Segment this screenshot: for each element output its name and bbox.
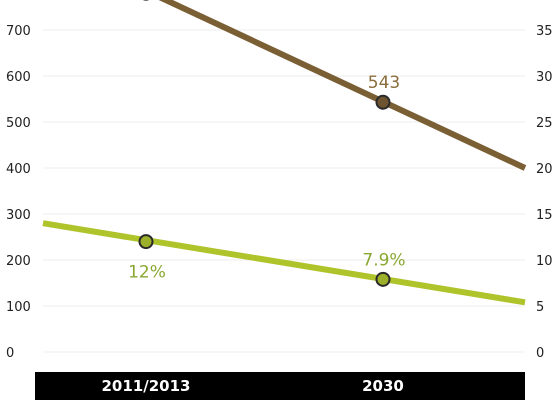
left-tick-label: 200 bbox=[6, 254, 31, 269]
left-tick-label: 0 bbox=[6, 346, 14, 361]
series-0: 543 bbox=[142, 0, 527, 171]
series-1: 12% 7.9% bbox=[42, 220, 526, 306]
left-tick-label: 600 bbox=[6, 70, 31, 85]
data-point bbox=[375, 271, 391, 287]
left-tick-label: 500 bbox=[6, 116, 31, 131]
left-tick-label: 300 bbox=[6, 208, 31, 223]
data-label: 543 bbox=[368, 73, 400, 93]
series-line bbox=[158, 0, 527, 171]
right-tick-label: 25 bbox=[536, 116, 553, 131]
right-tick-label: 20 bbox=[536, 162, 553, 177]
data-point bbox=[138, 234, 154, 250]
left-tick-label: 400 bbox=[6, 162, 31, 177]
series-layer: 543 12% 7.9% bbox=[42, 0, 527, 306]
left-axis: 0 100 200 300 400 500 600 700 bbox=[6, 24, 31, 361]
right-tick-label: 5 bbox=[536, 300, 544, 315]
x-axis: 2011/2013 2030 bbox=[102, 377, 404, 395]
x-tick-label: 2030 bbox=[362, 377, 404, 395]
x-axis-band bbox=[35, 372, 525, 400]
right-tick-label: 30 bbox=[536, 70, 553, 85]
right-tick-label: 0 bbox=[536, 346, 544, 361]
data-point bbox=[375, 94, 391, 110]
right-axis: 0 5 10 15 20 25 30 35 bbox=[536, 24, 553, 361]
right-tick-label: 35 bbox=[536, 24, 553, 39]
gridlines bbox=[43, 29, 525, 353]
data-label: 7.9% bbox=[362, 250, 405, 270]
right-tick-label: 10 bbox=[536, 254, 553, 269]
x-tick-label: 2011/2013 bbox=[102, 377, 191, 395]
series-line bbox=[42, 220, 526, 306]
left-tick-label: 700 bbox=[6, 24, 31, 39]
right-tick-label: 15 bbox=[536, 208, 553, 223]
left-tick-label: 100 bbox=[6, 300, 31, 315]
data-label: 12% bbox=[128, 263, 166, 283]
